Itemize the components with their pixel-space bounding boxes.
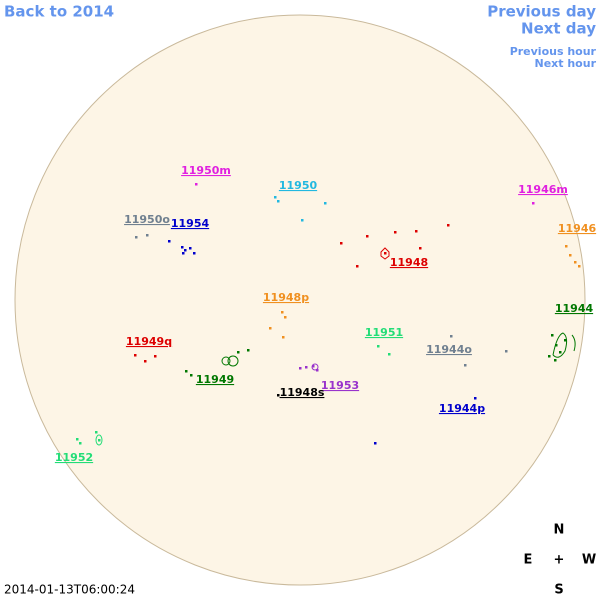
region-label[interactable]: 11952 [55,451,93,464]
sunspot [340,242,343,245]
sunspot [247,349,250,352]
next-hour-link[interactable]: Next hour [535,57,597,70]
region-label[interactable]: 11949 [196,373,234,386]
sunspot-outline [311,363,319,371]
sunspot [154,355,157,358]
sunspot [324,202,327,205]
sunspot [554,359,557,362]
sunspot [419,247,422,250]
region-label[interactable]: 11950m [181,164,231,177]
region-label[interactable]: 11954 [171,217,210,230]
region-label[interactable]: 11948s [280,386,325,399]
region-label[interactable]: 11948 [390,256,428,269]
sunspot [277,200,280,203]
sunspot [388,353,391,356]
region-label[interactable]: 11950o [124,213,170,226]
sunspot [95,431,98,434]
sunspot [569,254,572,257]
back-link[interactable]: Back to 2014 [4,3,114,21]
sunspot [182,252,185,255]
region-label[interactable]: 11946m [518,183,568,196]
sunspot [193,252,196,255]
sunspot [532,202,535,205]
region-label[interactable]: 11949q [126,335,172,348]
sunspot [195,183,198,186]
region-label[interactable]: 11953 [321,379,359,392]
sunspot [184,249,187,252]
sunspot [282,336,285,339]
region-label[interactable]: 11946 [558,222,597,235]
sunspot [564,339,567,342]
sunspot [356,265,359,268]
sunspot [76,438,79,441]
sunspot [394,231,397,234]
sunspot [559,351,562,354]
compass-center: + [554,553,565,568]
sunspot [146,234,149,237]
sunspot [374,442,377,445]
sunspot [377,345,380,348]
sunspot [144,360,147,363]
previous-hour-link[interactable]: Previous hour [510,45,597,58]
timestamp: 2014-01-13T06:00:24 [4,583,135,597]
compass-west: W [582,553,596,568]
sunspot [574,261,577,264]
sunspot [189,247,192,250]
sunspot [301,219,304,222]
sunspot [134,354,137,357]
sunspot-outline [227,355,239,367]
sunspot [79,442,82,445]
sunspot-outline [95,434,103,446]
sunspot [98,439,101,442]
sunspot [299,367,302,370]
sunspot [269,327,272,330]
compass-north: N [554,523,565,538]
sunspot-outline [380,247,390,260]
sunspot [305,366,308,369]
sunspot [415,230,418,233]
sunspot [505,350,508,353]
sunspot-outline [221,356,231,366]
sunspot [168,240,171,243]
sunspot [551,334,554,337]
sunspot [548,355,551,358]
sunspot [450,335,453,338]
region-label[interactable]: 11948p [263,291,309,304]
region-label[interactable]: 11944o [426,343,472,356]
compass-east: E [524,553,533,568]
sunspot [464,364,467,367]
sunspot [181,246,184,249]
region-label[interactable]: 11950 [279,179,318,192]
sunspot [316,369,319,372]
next-day-link[interactable]: Next day [521,20,596,38]
sunspot [190,374,193,377]
sunspot [578,265,581,268]
region-label[interactable]: 11944 [555,302,594,315]
region-label[interactable]: 11951 [365,326,403,339]
compass-south: S [554,583,563,598]
sunspot [277,394,280,397]
sunspot-outline [552,332,576,358]
sunspot [366,235,369,238]
sunspot [135,236,138,239]
sunspot [474,397,477,400]
sunspot [281,311,284,314]
solar-disk [14,14,586,586]
sunspot [384,252,387,255]
sunspot [185,370,188,373]
sunspot [565,245,568,248]
sunspot [284,316,287,319]
sunspot [555,344,558,347]
sunspot [312,365,315,368]
sunspot [447,224,450,227]
previous-day-link[interactable]: Previous day [487,3,596,21]
region-label[interactable]: 11944p [439,402,485,415]
sunspot [237,351,240,354]
sunspot [274,196,277,199]
